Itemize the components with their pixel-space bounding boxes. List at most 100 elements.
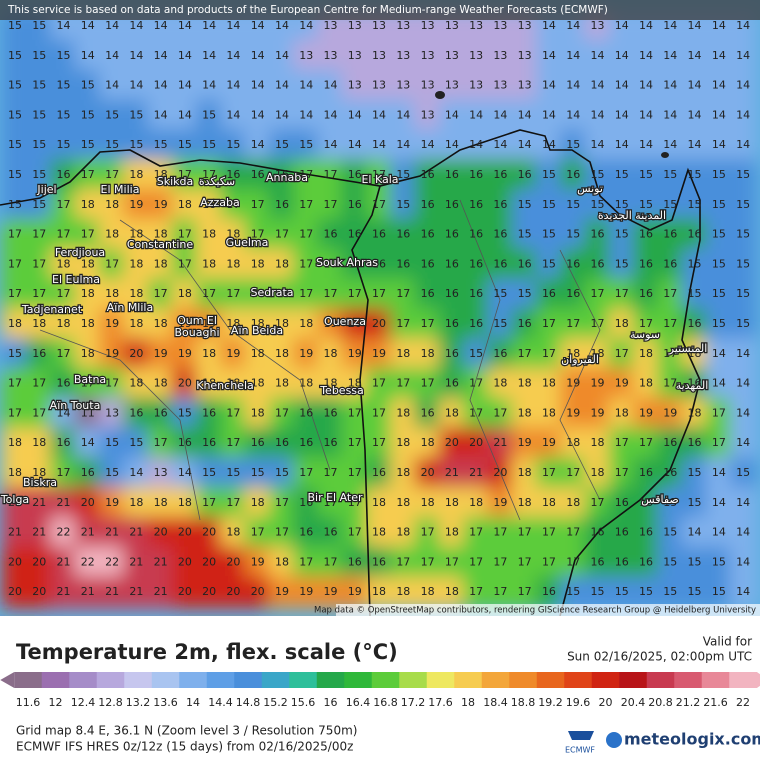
temperature-cell [220,486,247,519]
temperature-cell [390,486,417,519]
city-label: Aïn Beida [231,324,283,337]
temperature-value: 15 [688,287,702,300]
temperature-value: 18 [518,466,532,479]
temperature-value: 14 [178,19,192,32]
city-label: Batna [74,373,106,386]
temperature-cell [171,576,199,609]
temperature-value: 17 [275,228,289,241]
temperature-cell [511,337,538,370]
temperature-value: 17 [299,287,313,300]
temperature-cell [244,248,271,281]
colorbar-tick-label: 21.6 [703,696,728,709]
temperature-value: 14 [251,138,265,151]
temperature-value: 16 [590,555,604,568]
temperature-cell [244,486,271,519]
temperature-cell [462,69,490,102]
temperature-cell [657,486,684,519]
temperature-cell [511,278,538,311]
temperature-cell [147,367,174,400]
temperature-value: 18 [202,257,216,270]
temperature-cell [414,218,441,251]
temperature-cell [365,308,393,340]
temperature-value: 15 [32,138,46,151]
temperature-value: 17 [639,436,653,449]
temperature-cell [293,486,320,519]
temperature-value: 21 [81,526,95,539]
city-label: El Kala [361,173,398,186]
temperature-value: 21 [32,496,46,509]
temperature-value: 16 [202,436,216,449]
temperature-value: 14 [469,138,483,151]
temperature-value: 18 [299,377,313,390]
temperature-value: 17 [421,526,435,539]
temperature-value: 18 [8,466,22,479]
temperature-value: 18 [251,257,265,270]
temperature-cell [123,397,150,430]
temperature-value: 14 [299,19,313,32]
temperature-cell [220,576,247,609]
temperature-cell [365,248,393,281]
temperature-cell [317,367,344,400]
temperature-value: 14 [736,377,750,390]
temperature-value: 15 [712,585,726,598]
colorbar-swatch [151,672,180,688]
temperature-value: 15 [639,198,653,211]
temperature-value: 14 [493,138,507,151]
temperature-cell [560,159,587,191]
temperature-cell [560,486,587,519]
temperature-cell [511,99,538,132]
temperature-value: 15 [542,257,556,270]
temperature-value: 15 [81,138,95,151]
temperature-value: 20 [202,526,216,539]
temperature-value: 17 [251,287,265,300]
temperature-value: 14 [542,19,556,32]
temperature-value: 20 [226,585,240,598]
temperature-cell [584,39,611,72]
temperature-value: 17 [615,287,629,300]
temperature-cell [438,457,465,489]
temperature-cell [123,486,150,519]
city-label: Bouaghi [175,326,220,339]
temperature-value: 18 [154,317,168,330]
temperature-cell [487,576,514,609]
temperature-cell [1,39,29,72]
colorbar: 11.6 12 12.4 12.8 13.2 13.6 14 14.4 14.8 15.2 15.6… [0,672,760,709]
temperature-value: 13 [396,79,410,92]
temperature-value: 18 [154,168,168,181]
temperature-value: 13 [396,49,410,62]
temperature-value: 17 [348,287,362,300]
temperature-cell [196,188,223,221]
temperature-value: 18 [81,198,95,211]
temperature-value: 18 [615,406,629,419]
temperature-cell [98,486,126,519]
temperature-cell [74,188,101,221]
temperature-value: 19 [566,406,580,419]
temperature-value: 14 [251,79,265,92]
temperature-cell [1,397,29,430]
temperature-value: 16 [324,228,338,241]
temperature-value: 20 [178,377,192,390]
temperature-cell [584,278,611,311]
colorbar-swatch [179,672,208,688]
temperature-cell [632,129,660,162]
temperature-value: 19 [275,585,289,598]
temperature-value: 15 [688,168,702,181]
temperature-value: 16 [32,347,46,360]
temperature-value: 17 [372,406,386,419]
city-label: المدينة الجديدة [598,209,666,222]
temperature-value: 19 [324,317,338,330]
temperature-cell [147,278,174,311]
temperature-value: 15 [32,198,46,211]
temperature-cell [317,457,344,489]
temperature-value: 14 [178,79,192,92]
temperature-value: 18 [178,287,192,300]
temperature-cell [438,188,465,221]
temperature-cell [632,576,660,609]
temperature-cell [414,427,441,460]
temperature-cell [608,39,635,72]
temperature-cell [268,248,296,281]
temperature-value: 13 [518,19,532,32]
temperature-cell [171,39,199,72]
temperature-value: 17 [421,317,435,330]
temperature-cell [317,546,344,579]
